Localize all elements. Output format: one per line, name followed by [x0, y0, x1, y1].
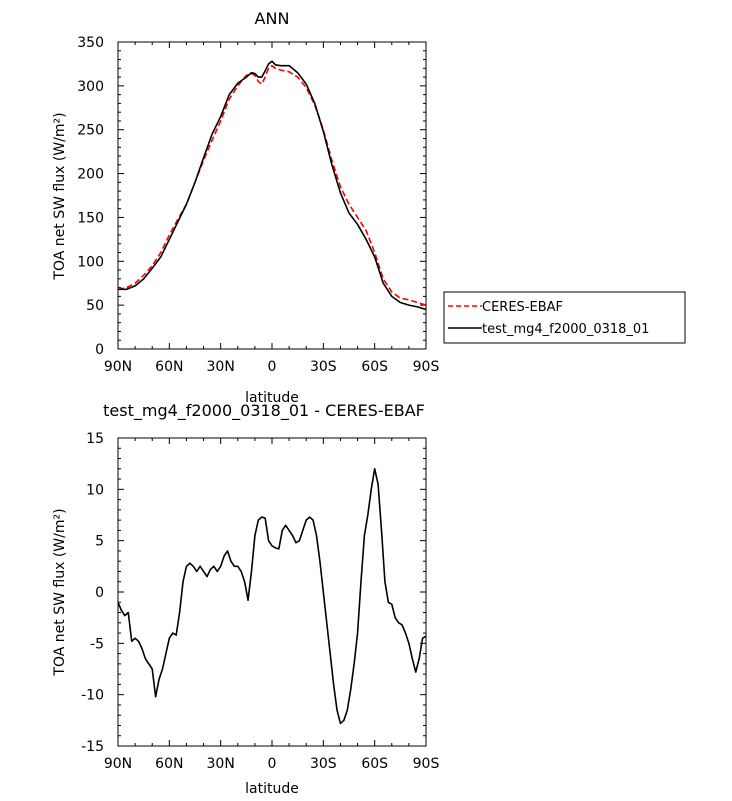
top-y-axis-label: TOA net SW flux (W/m²)	[52, 112, 68, 280]
top-y-tick-label: 200	[77, 167, 104, 183]
top-x-tick-label: 30N	[207, 359, 235, 375]
bottom-y-tick-label: 0	[95, 585, 104, 601]
top-y-tick-label: 50	[86, 298, 104, 314]
top-y-tick-label: 100	[77, 254, 104, 270]
bottom-panel-title: test_mg4_f2000_0318_01 - CERES-EBAF	[103, 401, 425, 421]
top-series-line-ceres-ebaf	[117, 64, 427, 306]
legend-label-ceres: CERES-EBAF	[482, 300, 563, 315]
bottom-x-tick-label: 30S	[310, 756, 337, 772]
legend: CERES-EBAF test_mg4_f2000_0318_01	[443, 291, 686, 344]
top-x-axis-label: latitude	[245, 390, 299, 406]
bottom-x-tick-label: 90S	[413, 756, 440, 772]
bottom-x-tick-label: 90N	[104, 756, 132, 772]
bottom-y-tick-label: -5	[90, 636, 104, 652]
legend-label-test: test_mg4_f2000_0318_01	[482, 322, 649, 337]
top-panel-title: ANN	[255, 9, 290, 28]
top-plot-frame	[117, 41, 427, 350]
top-x-tick-label: 60S	[361, 359, 388, 375]
bottom-plot-frame	[117, 437, 427, 747]
top-x-tick-label: 60N	[155, 359, 183, 375]
bottom-x-tick-label: 60S	[361, 756, 388, 772]
bottom-y-tick-label: -15	[81, 739, 104, 755]
bottom-series-line-difference	[117, 467, 427, 725]
top-y-tick-label: 350	[77, 35, 104, 51]
top-x-tick-label: 30S	[310, 359, 337, 375]
top-series-line-test-mg4-f2000-0318-01	[118, 60, 427, 311]
top-x-tick-label: 90S	[413, 359, 440, 375]
top-x-tick-label: 0	[268, 359, 277, 375]
bottom-y-tick-label: 5	[95, 534, 104, 550]
bottom-x-tick-label: 60N	[155, 756, 183, 772]
top-x-tick-label: 90N	[104, 359, 132, 375]
top-panel: ANN TOA net SW flux (W/m²) latitude 90N 6…	[52, 9, 439, 406]
bottom-y-tick-label: 10	[86, 482, 104, 498]
bottom-y-axis-label: TOA net SW flux (W/m²)	[52, 508, 68, 676]
bottom-x-tick-label: 0	[268, 756, 277, 772]
bottom-y-tick-label: -10	[81, 688, 104, 704]
legend-box	[443, 291, 686, 344]
bottom-y-tick-label: 15	[86, 431, 104, 447]
bottom-x-axis-label: latitude	[245, 781, 299, 797]
top-y-tick-label: 150	[77, 210, 104, 226]
bottom-panel: test_mg4_f2000_0318_01 - CERES-EBAF TOA …	[52, 401, 439, 797]
top-y-tick-label: 250	[77, 123, 104, 139]
top-y-tick-label: 300	[77, 79, 104, 95]
bottom-x-tick-label: 30N	[207, 756, 235, 772]
top-y-tick-label: 0	[95, 342, 104, 358]
